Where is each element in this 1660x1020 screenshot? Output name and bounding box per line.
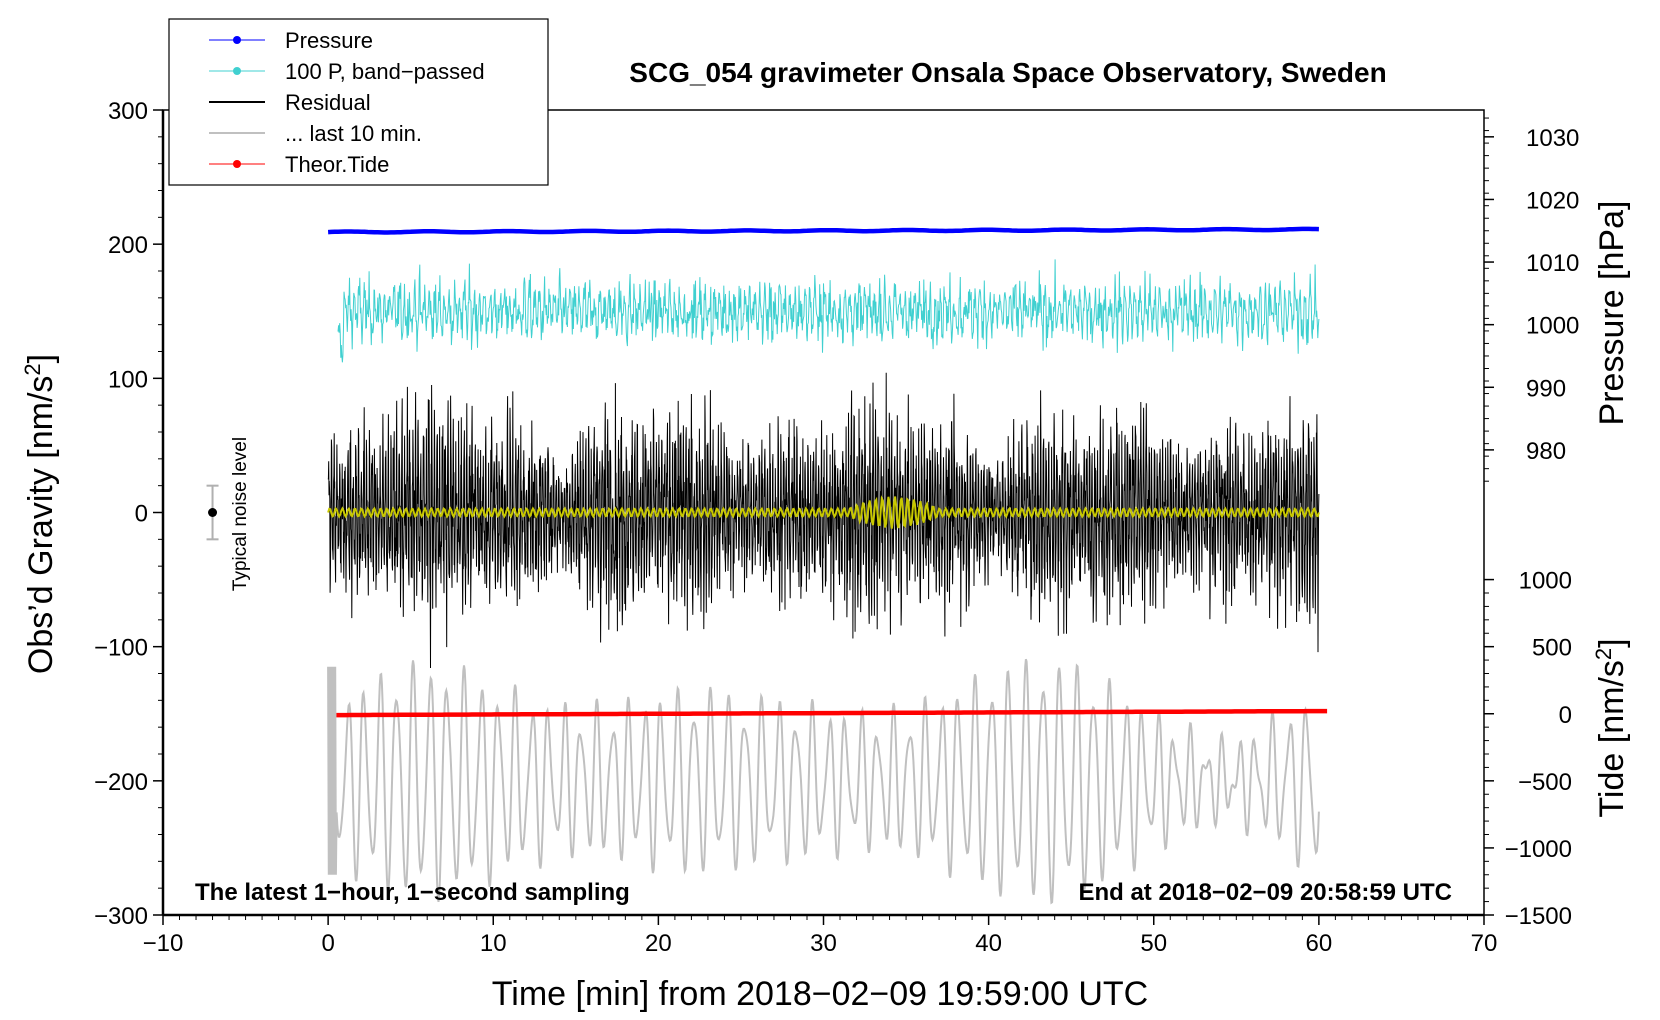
x-tick-label: 30 <box>810 930 837 957</box>
x-tick-label: 0 <box>321 930 334 957</box>
legend: Pressure 100 P, band−passed Residual ... la… <box>168 18 549 186</box>
tide-tick-label: 0 <box>1559 702 1572 729</box>
x-tick-label: 70 <box>1471 930 1498 957</box>
tide-tick-label: −500 <box>1518 769 1572 796</box>
tide-tick-label: −1500 <box>1505 903 1572 930</box>
legend-label: ... last 10 min. <box>285 121 422 146</box>
legend-label: Pressure <box>285 28 373 53</box>
x-tick-label: 60 <box>1306 930 1333 957</box>
series-residual <box>327 372 1320 669</box>
series-theor-tide <box>336 708 1328 718</box>
noise-center-dot <box>208 508 218 517</box>
series-last-10-min <box>327 658 1320 905</box>
pressure-tick-label: 1000 <box>1526 313 1579 340</box>
y-axis-left-title: Obs’d Gravity [nm/s2] <box>20 354 61 674</box>
y-left-tick-label: 200 <box>108 232 148 259</box>
chart-title: SCG_054 gravimeter Onsala Space Observat… <box>629 57 1386 88</box>
legend-label: Theor.Tide <box>285 152 389 177</box>
noise-level-label: Typical noise level <box>230 437 251 591</box>
series-low-pass-residual <box>327 495 1320 529</box>
x-tick-label: 20 <box>645 930 672 957</box>
x-axis-title: Time [min] from 2018−02−09 19:59:00 UTC <box>492 975 1148 1013</box>
legend-marker <box>233 36 241 44</box>
tide-tick-label: 500 <box>1532 635 1572 662</box>
y-left-tick-label: −100 <box>94 635 148 662</box>
pressure-tick-label: 1030 <box>1526 125 1579 152</box>
pressure-tick-label: 1020 <box>1526 187 1579 214</box>
x-tick-label: 50 <box>1140 930 1167 957</box>
legend-marker <box>233 67 241 75</box>
end-time-annotation: End at 2018−02−09 20:58:59 UTC <box>1078 879 1452 906</box>
y-axis-pressure-title: Pressure [hPa] <box>1593 201 1631 426</box>
noise-indicator <box>206 484 219 541</box>
pressure-tick-label: 990 <box>1526 375 1566 402</box>
y-left-tick-label: −200 <box>94 769 148 796</box>
legend-label: Residual <box>285 90 371 115</box>
y-left-tick-label: 0 <box>135 501 148 528</box>
y-left-tick-label: 100 <box>108 366 148 393</box>
tide-tick-label: 1000 <box>1519 568 1572 595</box>
legend-label: 100 P, band−passed <box>285 59 485 84</box>
series-layer <box>327 226 1328 905</box>
pressure-tick-label: 1010 <box>1526 250 1579 277</box>
x-tick-label: 10 <box>480 930 507 957</box>
y-axis-tide-title: Tide [nm/s2] <box>1591 638 1632 817</box>
x-tick-label: −10 <box>143 930 184 957</box>
series-pressure <box>327 226 1319 235</box>
axes-layer: −10 0 10 20 30 40 50 60 703002001000−100−200−300… <box>94 98 1579 957</box>
legend-marker <box>233 160 241 168</box>
y-left-tick-label: 300 <box>108 98 148 125</box>
tide-tick-label: −1000 <box>1505 836 1572 863</box>
pressure-tick-label: 980 <box>1526 438 1566 465</box>
series-band-passed-pressure <box>337 259 1320 363</box>
sampling-annotation: The latest 1−hour, 1−second sampling <box>195 879 630 906</box>
x-tick-label: 40 <box>975 930 1002 957</box>
y-left-tick-label: −300 <box>94 903 148 930</box>
